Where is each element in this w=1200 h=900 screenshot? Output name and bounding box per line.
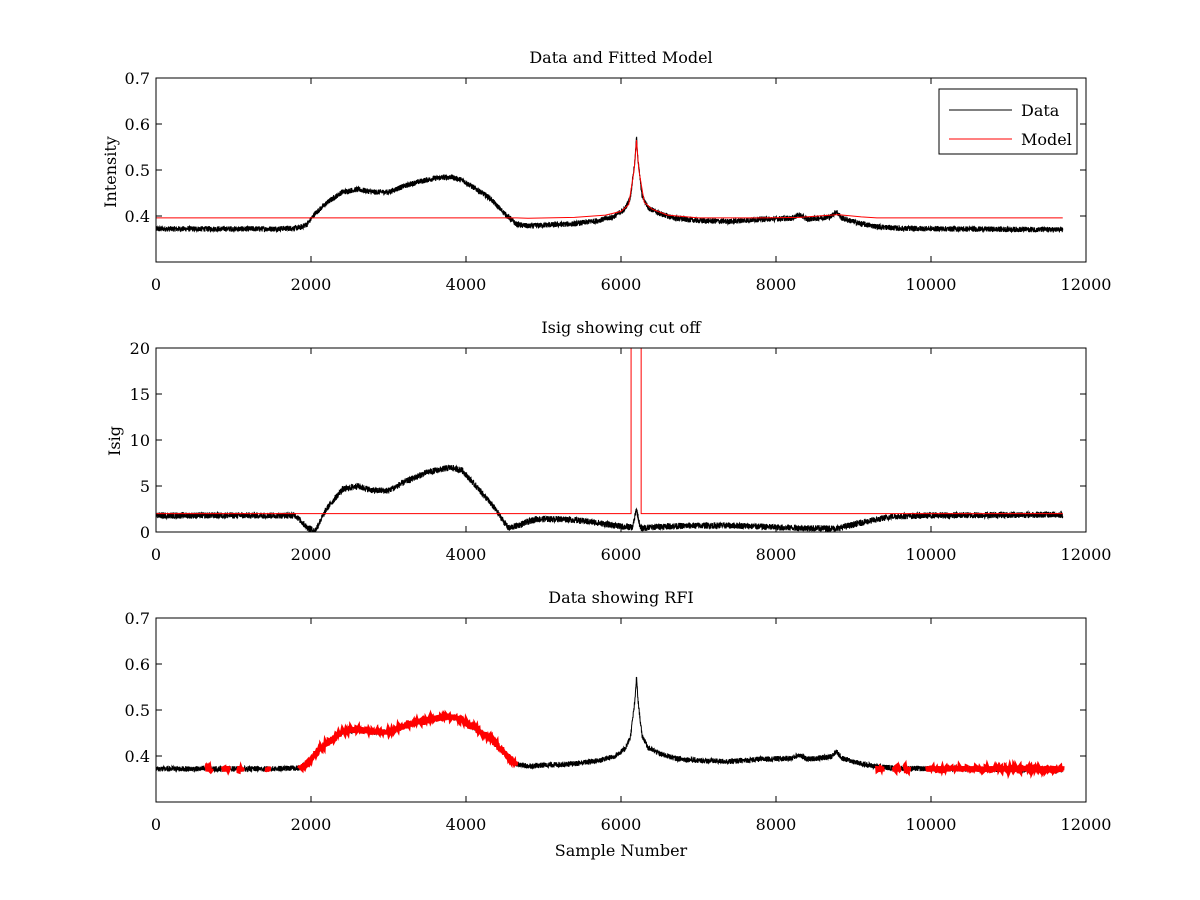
series-line-cut-off bbox=[156, 348, 1063, 515]
series-line-model bbox=[156, 140, 1063, 219]
series-line-data bbox=[156, 136, 1064, 234]
series-rfi-markers bbox=[204, 709, 1065, 780]
x-tick-label: 10000 bbox=[906, 545, 957, 564]
x-tick-label: 10000 bbox=[906, 815, 957, 834]
x-tick-label: 10000 bbox=[906, 275, 957, 294]
rfi-band-segment-5 bbox=[891, 761, 902, 777]
panel-data-and-model: Data and Fitted Model Intensity 0 2000 400… bbox=[101, 48, 1111, 294]
x-tick-label: 4000 bbox=[446, 545, 487, 564]
plot-area bbox=[156, 676, 1065, 780]
x-tick-label: 8000 bbox=[756, 275, 797, 294]
x-tick-label: 12000 bbox=[1061, 815, 1112, 834]
y-tick-label: 15 bbox=[130, 385, 150, 404]
y-tick-label: 0 bbox=[140, 523, 150, 542]
legend-entry-data: Data bbox=[1021, 101, 1060, 120]
rfi-band-segment-3 bbox=[264, 766, 272, 773]
y-tick-label: 0.6 bbox=[125, 115, 150, 134]
x-axis-label: Sample Number bbox=[555, 841, 688, 860]
x-tick-label: 2000 bbox=[291, 815, 332, 834]
panel-isig: Isig showing cut off Isig 0 2000 4000 6000 8… bbox=[105, 318, 1111, 564]
legend: Data Model bbox=[938, 88, 1078, 155]
x-tick-label: 8000 bbox=[756, 545, 797, 564]
y-tick-label: 0.4 bbox=[125, 207, 150, 226]
y-tick-label: 5 bbox=[140, 477, 150, 496]
x-tick-label: 4000 bbox=[446, 815, 487, 834]
y-tick-label: 0.4 bbox=[125, 747, 150, 766]
rfi-band-segment-6 bbox=[902, 759, 912, 777]
y-axis-label: Isig bbox=[105, 426, 124, 456]
x-tick-label: 0 bbox=[151, 815, 161, 834]
y-tick-label: 0.6 bbox=[125, 655, 150, 674]
y-tick-label: 0.5 bbox=[125, 701, 150, 720]
y-tick-label: 0.7 bbox=[125, 69, 150, 88]
legend-box bbox=[938, 88, 1078, 155]
rfi-band-main bbox=[297, 709, 519, 774]
x-tick-label: 6000 bbox=[601, 815, 642, 834]
chart-title: Data and Fitted Model bbox=[529, 48, 712, 67]
x-tick-label: 2000 bbox=[291, 275, 332, 294]
rfi-band-segment-1 bbox=[220, 764, 231, 776]
rfi-band-segment-4 bbox=[874, 763, 885, 776]
y-tick-label: 0.5 bbox=[125, 161, 150, 180]
x-tick-label: 0 bbox=[151, 275, 161, 294]
y-tick-label: 0.7 bbox=[125, 609, 150, 628]
panel-rfi: Data showing RFI Sample Number 0 2000 4000… bbox=[125, 588, 1112, 860]
y-tick-label: 20 bbox=[130, 339, 150, 358]
x-tick-label: 6000 bbox=[601, 545, 642, 564]
x-tick-label: 6000 bbox=[601, 275, 642, 294]
x-tick-label: 12000 bbox=[1061, 275, 1112, 294]
x-tick-label: 4000 bbox=[446, 275, 487, 294]
plot-area bbox=[156, 136, 1064, 234]
chart-title: Isig showing cut off bbox=[541, 318, 702, 337]
x-tick-label: 2000 bbox=[291, 545, 332, 564]
series-line-isig bbox=[156, 464, 1064, 532]
rfi-band-segment-2 bbox=[236, 761, 245, 775]
x-tick-label: 8000 bbox=[756, 815, 797, 834]
chart-title: Data showing RFI bbox=[548, 588, 693, 607]
plot-area bbox=[156, 348, 1064, 532]
legend-entry-model: Model bbox=[1021, 130, 1072, 149]
y-axis-label: Intensity bbox=[101, 136, 120, 208]
x-tick-label: 0 bbox=[151, 545, 161, 564]
y-tick-label: 10 bbox=[130, 431, 150, 450]
rfi-band-segment-7 bbox=[925, 758, 1065, 780]
rfi-band-segment-0 bbox=[204, 760, 214, 775]
x-tick-label: 12000 bbox=[1061, 545, 1112, 564]
